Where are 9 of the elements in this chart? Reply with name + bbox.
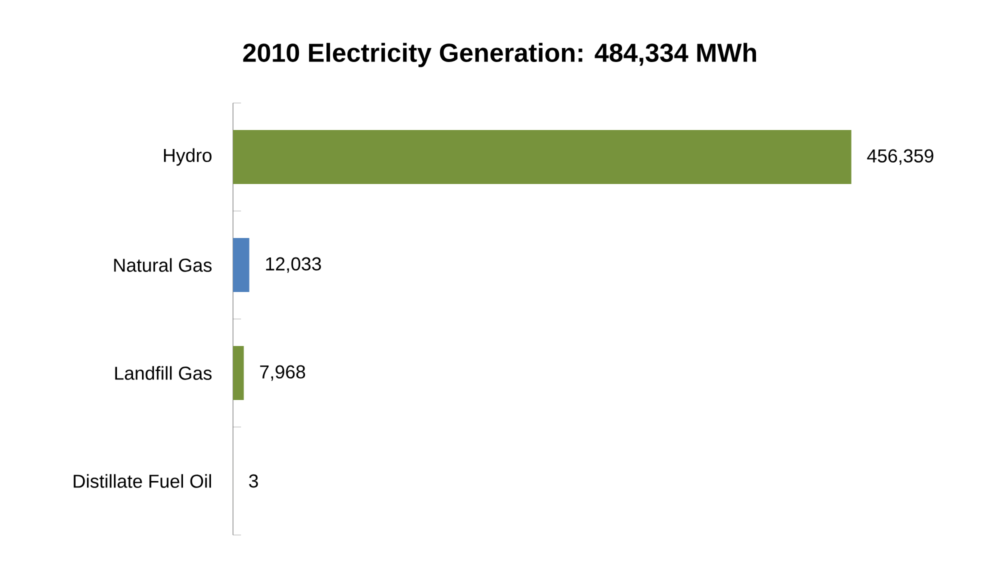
- y-tick-label: Landfill Gas: [115, 366, 212, 380]
- y-tick-label: Distillate Fuel Oil: [74, 474, 212, 488]
- data-label: 456,359: [867, 149, 934, 165]
- y-tick-label: Hydro: [164, 148, 212, 166]
- data-label: 12,033: [266, 257, 321, 273]
- y-tick-label: Natural Gas: [114, 258, 212, 272]
- data-label: 3: [249, 474, 258, 488]
- data-label: 7,968: [260, 365, 306, 381]
- chart-title: 2010 Electricity Generation: 484,334 MWh: [243, 42, 756, 68]
